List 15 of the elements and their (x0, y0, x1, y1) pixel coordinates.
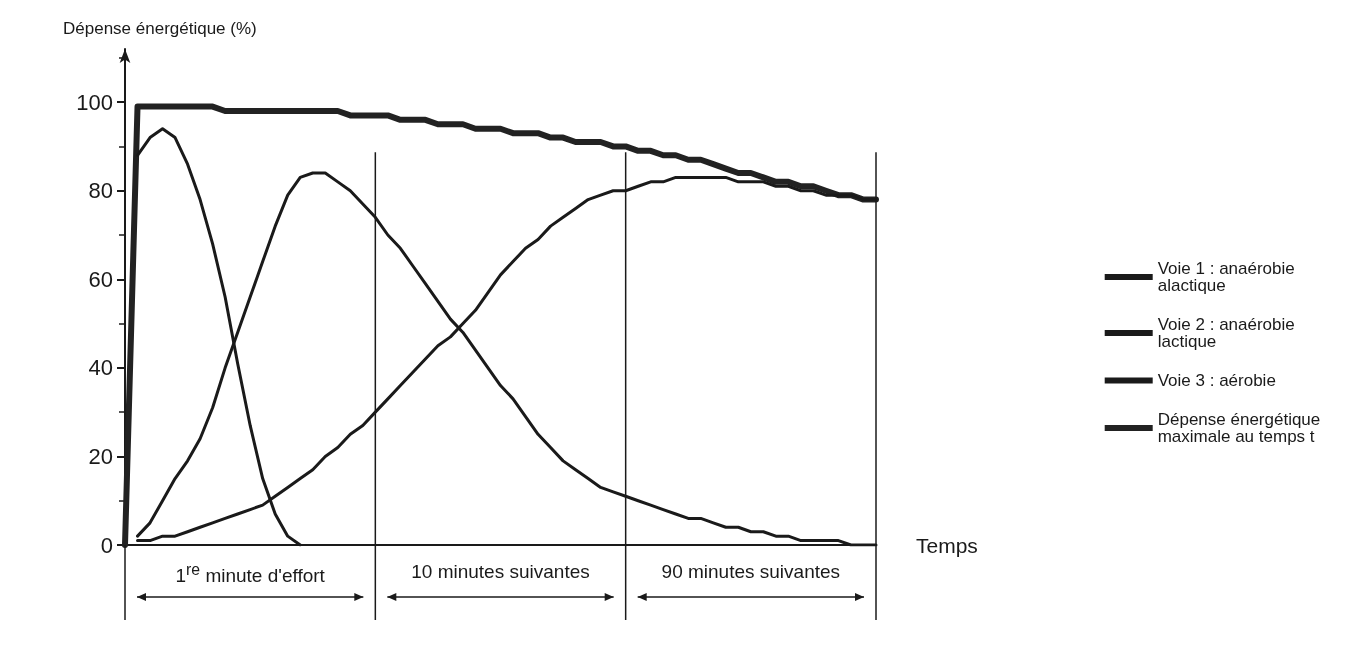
legend-label: Voie 2 : anaérobie lactique (1157, 315, 1300, 351)
text: 1$^{re}$ minute d'effort (175, 561, 325, 588)
text: 90 minutes suivantes (661, 561, 841, 583)
x-axis-title: Temps (916, 533, 978, 557)
text: 10 minutes suivantes (411, 561, 590, 583)
y-tick-label: 80 (88, 178, 113, 204)
y-tick-label: 0 (100, 532, 113, 558)
legend-label: Voie 3 : aérobie (1157, 371, 1276, 390)
y-axis-title: Dépense énergétique (%) (63, 19, 257, 38)
legend-label: Dépense énergétique maximale au temps t (1157, 410, 1325, 446)
y-tick-label: 40 (88, 355, 113, 381)
legend-label: Voie 1 : anaérobie alactique (1157, 259, 1300, 295)
y-tick-label: 20 (88, 443, 113, 469)
y-tick-label: 100 (76, 89, 113, 115)
y-tick-label: 60 (88, 266, 113, 292)
